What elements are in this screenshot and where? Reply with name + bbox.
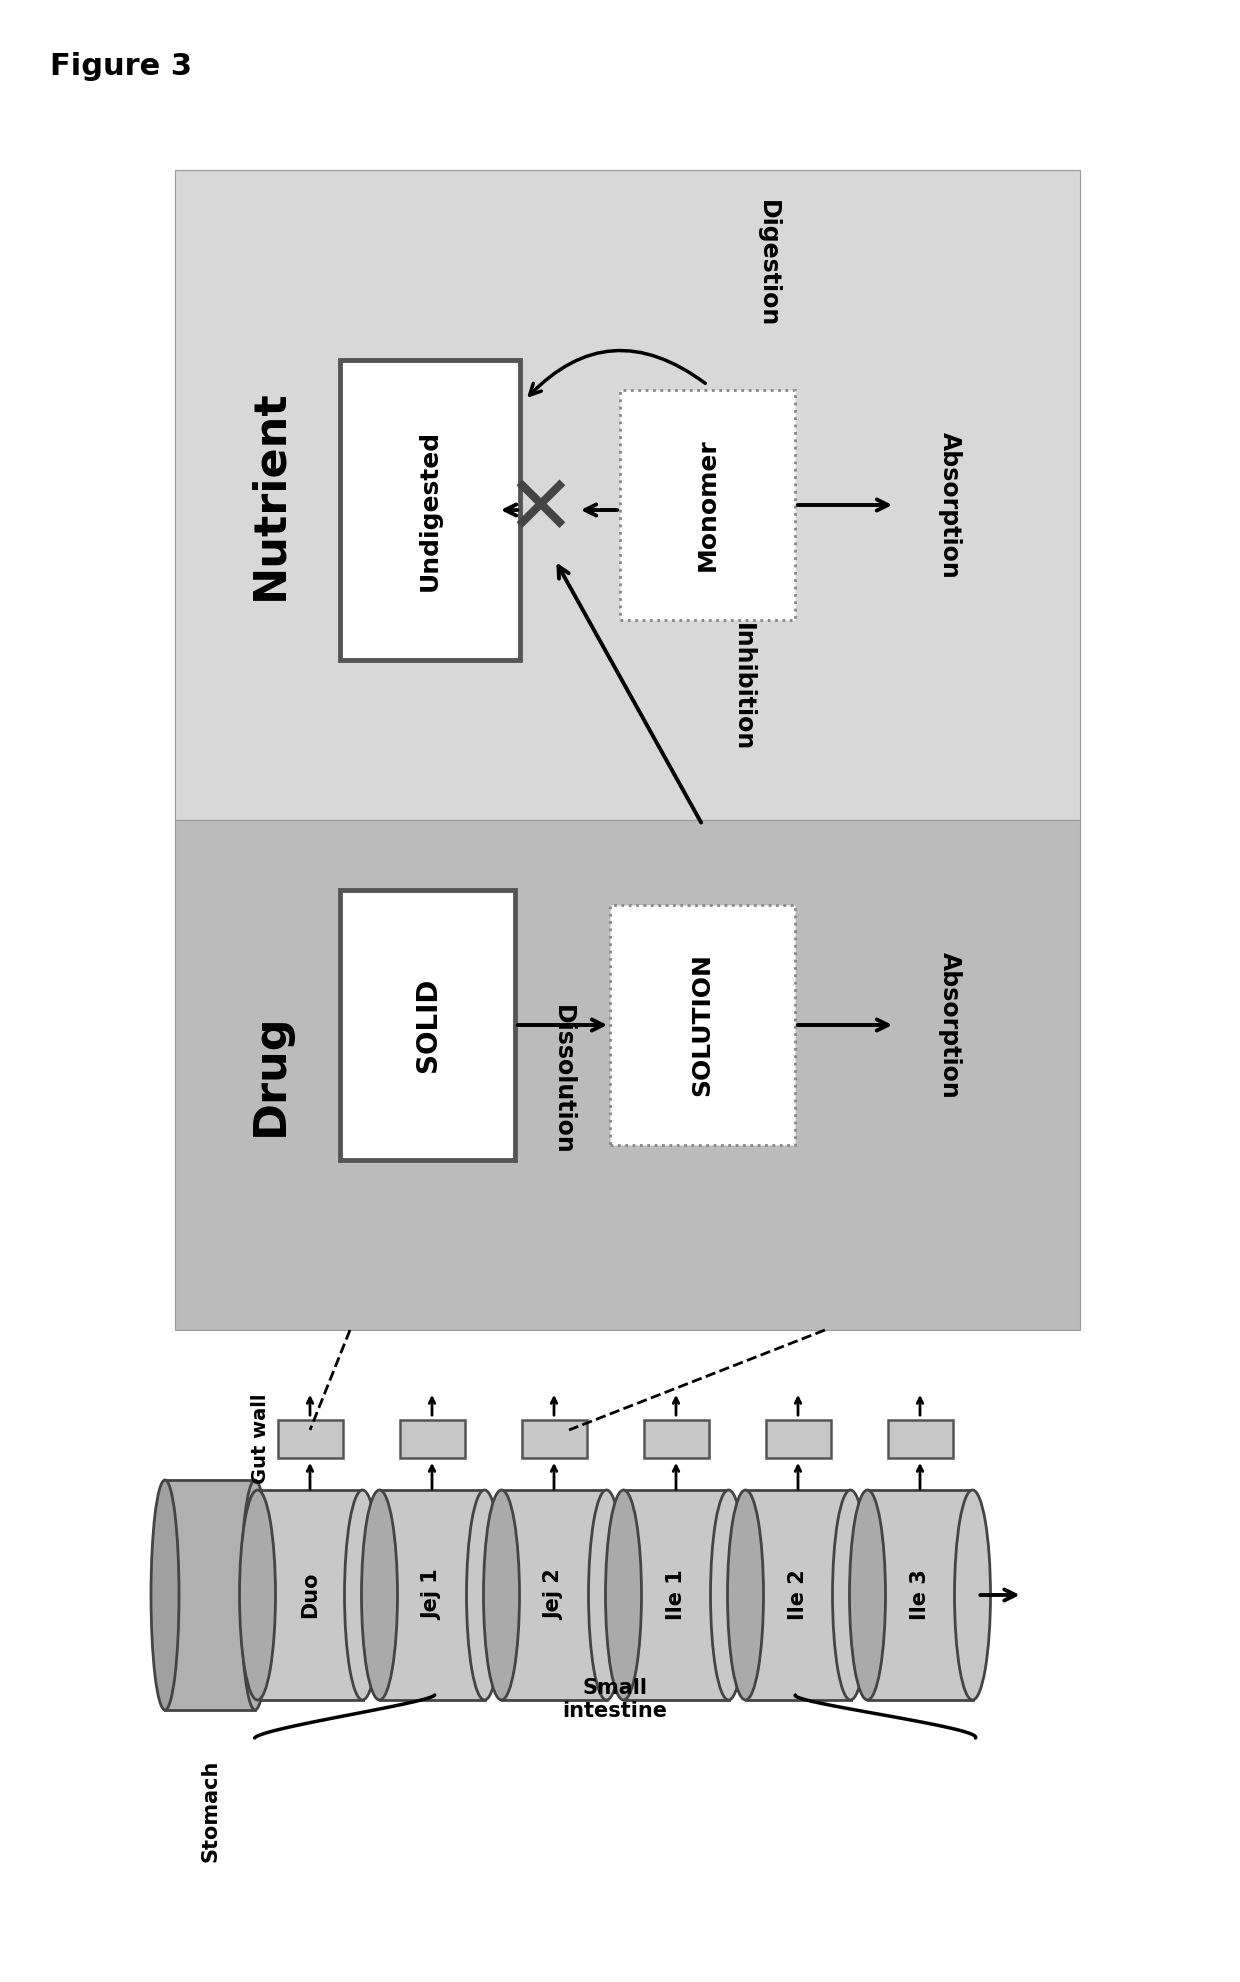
Text: Small
intestine: Small intestine <box>563 1679 667 1720</box>
Bar <box>522 1419 587 1459</box>
Bar <box>610 906 795 1146</box>
Text: Ile 1: Ile 1 <box>666 1570 686 1621</box>
Text: Gut wall: Gut wall <box>250 1393 269 1485</box>
Ellipse shape <box>832 1490 868 1701</box>
Ellipse shape <box>362 1490 398 1701</box>
Bar <box>644 1419 708 1459</box>
Text: Duo: Duo <box>300 1572 320 1617</box>
Bar <box>175 821 1080 1330</box>
Ellipse shape <box>728 1490 764 1701</box>
Ellipse shape <box>955 1490 991 1701</box>
Text: Nutrient: Nutrient <box>248 390 291 601</box>
Ellipse shape <box>345 1490 381 1701</box>
Text: Undigested: Undigested <box>418 430 441 591</box>
Bar <box>399 1419 465 1459</box>
Text: Monomer: Monomer <box>696 438 719 571</box>
Bar <box>340 890 515 1159</box>
Text: Ile 3: Ile 3 <box>910 1570 930 1621</box>
Bar <box>624 1490 729 1701</box>
Text: Jej 1: Jej 1 <box>422 1570 441 1621</box>
Bar <box>868 1490 972 1701</box>
Text: Ile 2: Ile 2 <box>787 1570 808 1621</box>
Text: Drug: Drug <box>248 1013 291 1136</box>
Text: ✕: ✕ <box>505 470 575 551</box>
Bar <box>501 1490 606 1701</box>
Bar <box>888 1419 952 1459</box>
Bar <box>620 390 795 620</box>
Ellipse shape <box>151 1481 179 1710</box>
Ellipse shape <box>466 1490 502 1701</box>
Bar <box>745 1490 851 1701</box>
Bar <box>175 170 1080 821</box>
Text: SOLID: SOLID <box>413 977 441 1072</box>
Text: Absorption: Absorption <box>937 951 962 1098</box>
Text: Inhibition: Inhibition <box>730 624 754 751</box>
Text: Absorption: Absorption <box>937 432 962 579</box>
Text: Digestion: Digestion <box>755 200 780 327</box>
Text: Stomach: Stomach <box>200 1760 219 1863</box>
Text: Dissolution: Dissolution <box>551 1005 574 1156</box>
Bar <box>278 1419 342 1459</box>
Bar <box>165 1481 255 1710</box>
Ellipse shape <box>484 1490 520 1701</box>
Ellipse shape <box>711 1490 746 1701</box>
Ellipse shape <box>589 1490 625 1701</box>
Text: Jej 2: Jej 2 <box>544 1570 564 1621</box>
Ellipse shape <box>241 1481 269 1710</box>
Text: SOLUTION: SOLUTION <box>691 953 714 1096</box>
Ellipse shape <box>239 1490 275 1701</box>
Ellipse shape <box>605 1490 641 1701</box>
Bar <box>340 361 520 660</box>
Bar <box>379 1490 485 1701</box>
Bar <box>765 1419 831 1459</box>
Bar <box>258 1490 362 1701</box>
Text: Figure 3: Figure 3 <box>50 52 192 81</box>
Ellipse shape <box>849 1490 885 1701</box>
